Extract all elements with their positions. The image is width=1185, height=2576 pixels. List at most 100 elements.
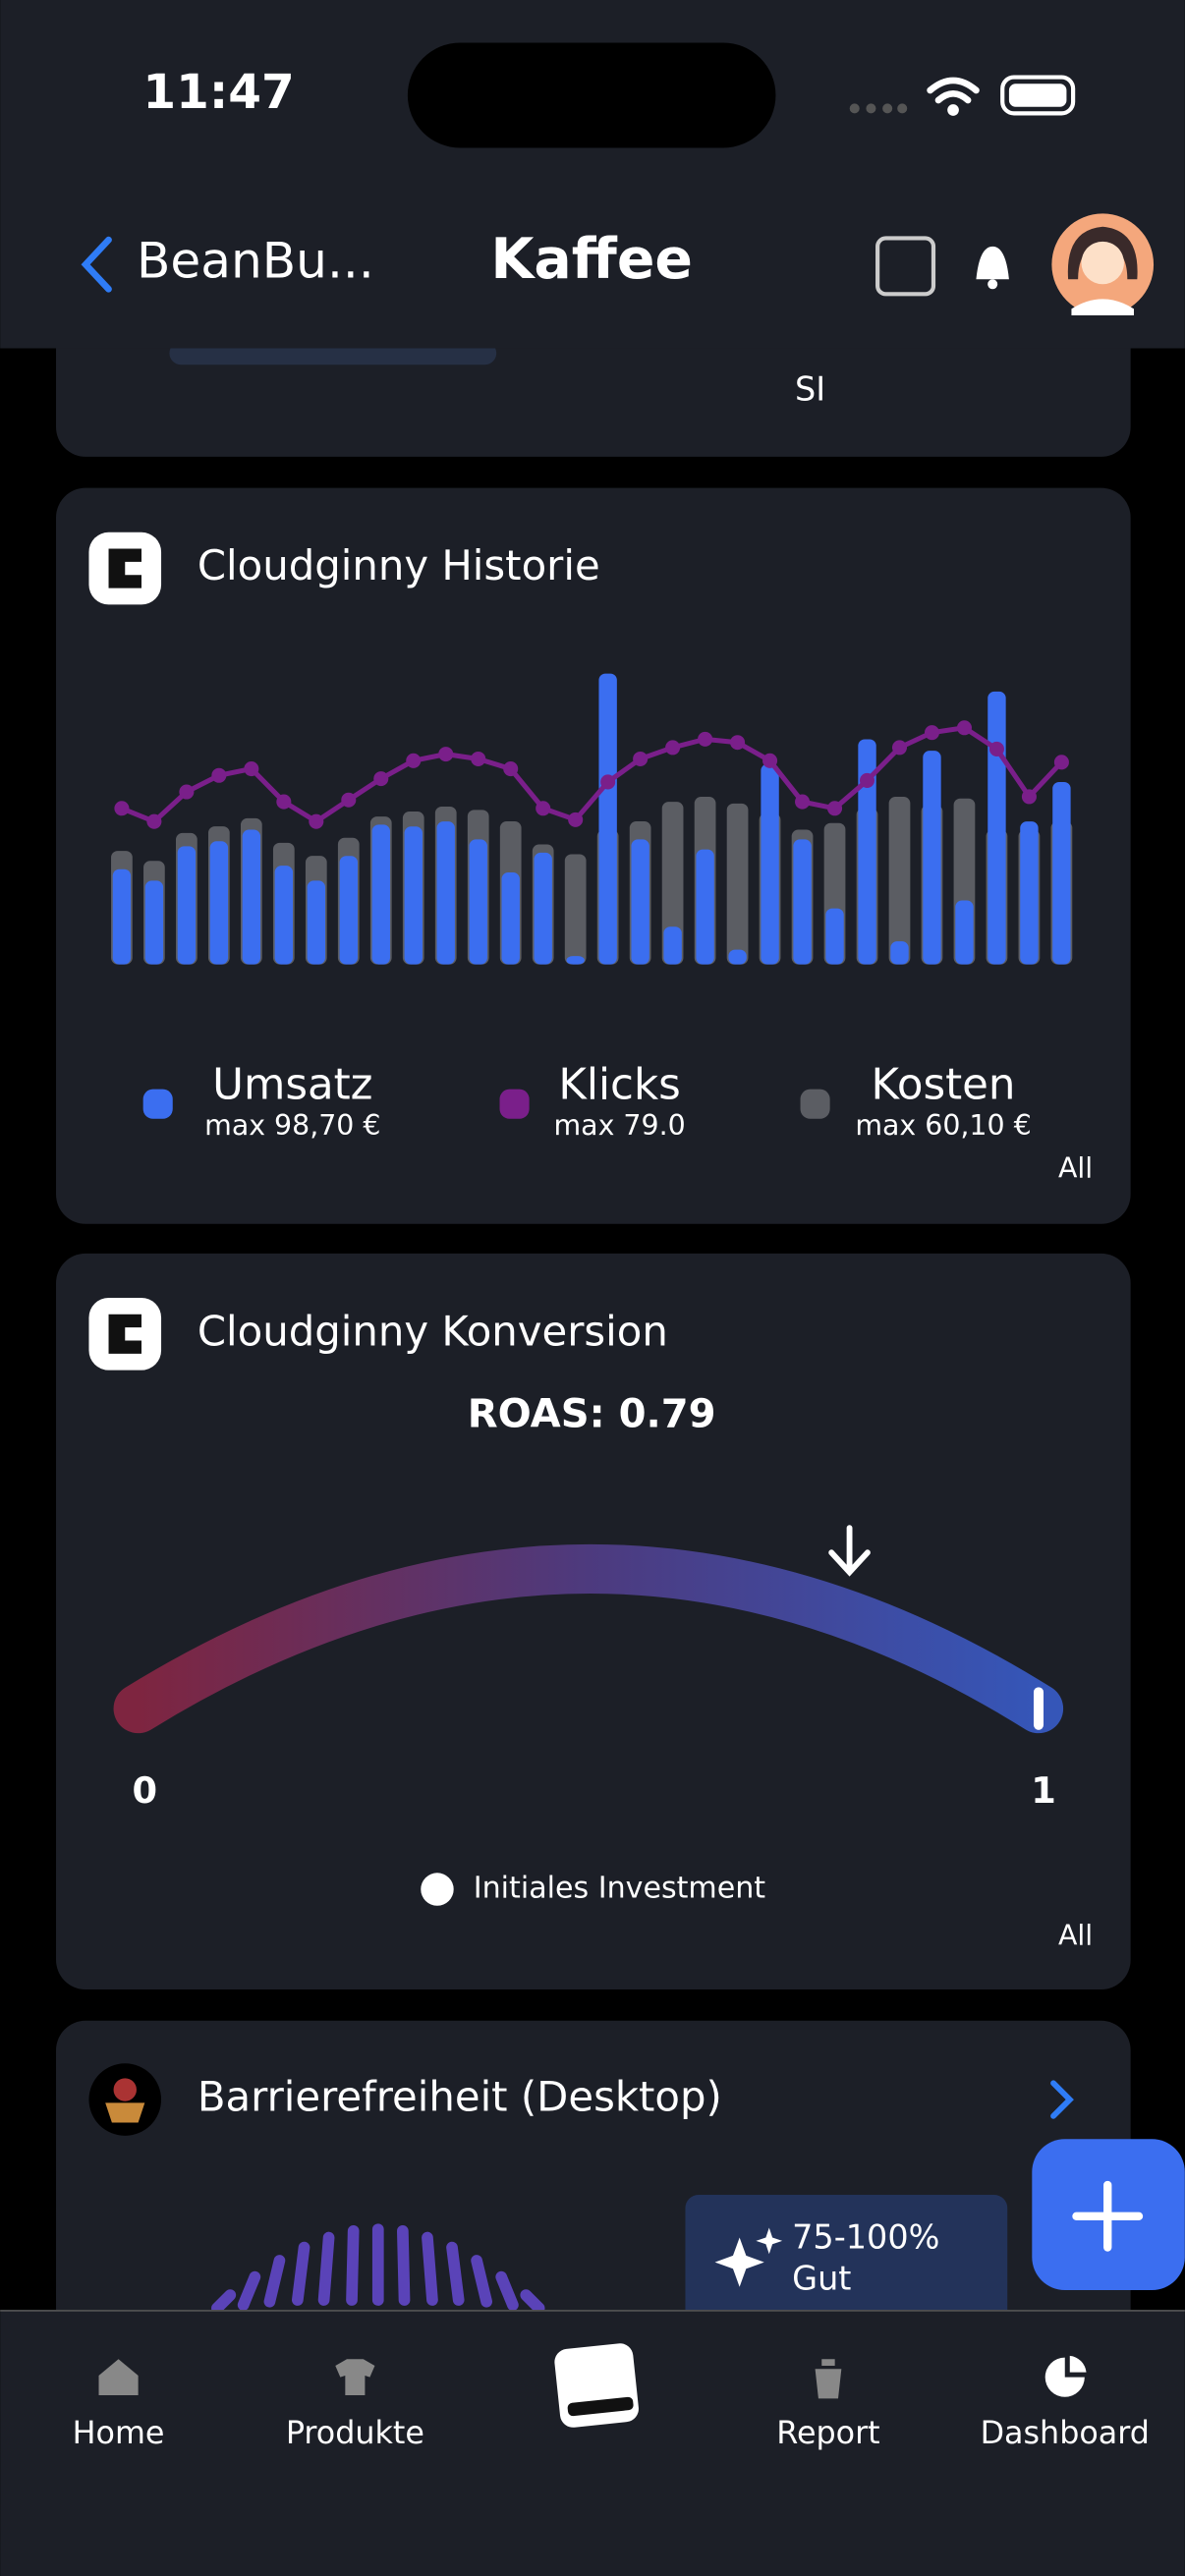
bar	[144, 880, 164, 965]
point	[891, 740, 908, 756]
plus-icon	[1072, 2180, 1144, 2252]
bar	[988, 691, 1006, 965]
bar	[112, 868, 132, 965]
point	[536, 801, 551, 816]
point	[114, 801, 130, 816]
legend-max: max 60,10 €	[855, 1109, 1031, 1142]
center-tab-icon	[567, 2396, 634, 2417]
badge-range: 75-100%	[792, 2218, 939, 2257]
bar	[661, 802, 684, 965]
point	[471, 751, 486, 767]
bar	[469, 839, 487, 965]
card	[56, 1253, 1131, 1990]
badge-rating: Gut	[792, 2260, 851, 2298]
point	[956, 720, 972, 736]
point	[568, 812, 584, 827]
back-chevron[interactable]	[81, 236, 112, 293]
bar	[888, 797, 911, 965]
app-icon	[113, 2078, 137, 2101]
bell-icon	[988, 279, 998, 290]
bar	[923, 751, 941, 965]
wifi-icon	[927, 77, 980, 104]
legend-label: Initiales Investment	[474, 1872, 766, 1906]
point	[211, 767, 227, 783]
sparkle-icon	[714, 2227, 783, 2287]
point	[633, 751, 649, 767]
tab-labels: Home Produkte Report Dashboard	[73, 2416, 1150, 2451]
bar	[825, 908, 844, 965]
status-time: 11:47	[142, 65, 294, 120]
bar	[339, 856, 358, 965]
home-icon[interactable]	[98, 2359, 139, 2396]
legend-name: Umsatz	[212, 1060, 372, 1109]
gauge-value: ROAS: 0.79	[468, 1391, 716, 1436]
point	[373, 771, 389, 787]
dynamic-island	[407, 42, 776, 148]
gauge-arc	[113, 1543, 1064, 1734]
point	[503, 761, 519, 777]
bar	[761, 763, 779, 965]
point	[309, 813, 324, 829]
bar	[177, 846, 197, 965]
legend-swatch	[142, 1089, 173, 1119]
bar	[534, 852, 552, 965]
legend-max: max 98,70 €	[204, 1109, 380, 1142]
bar	[663, 926, 682, 965]
legend-name: Klicks	[558, 1060, 680, 1109]
bar	[1052, 781, 1071, 965]
bar	[564, 854, 587, 965]
bar	[598, 673, 617, 965]
gauge-end-marker	[1033, 1687, 1044, 1730]
shirt-icon[interactable]	[335, 2359, 375, 2396]
bell-icon[interactable]	[976, 246, 1009, 280]
center-tab-icon[interactable]	[553, 2342, 640, 2429]
radial-gauge	[211, 2223, 545, 2315]
gauge-pointer	[828, 1525, 871, 1577]
legend-max: max 79.0	[554, 1109, 686, 1142]
tab-label[interactable]: Report	[776, 2416, 879, 2451]
tab-label[interactable]: Dashboard	[981, 2416, 1150, 2451]
bar	[501, 872, 520, 965]
point	[924, 725, 940, 741]
bar	[566, 956, 585, 965]
point	[827, 801, 843, 816]
bar	[307, 880, 326, 965]
avatar-face	[1081, 241, 1124, 285]
gauge-tick-label: 0	[133, 1769, 158, 1812]
bar	[274, 866, 294, 965]
filter-label[interactable]: All	[1058, 1152, 1093, 1185]
bar	[955, 900, 974, 965]
tab-label[interactable]: Home	[73, 2416, 165, 2451]
point	[859, 772, 875, 788]
bar	[209, 841, 229, 965]
card	[56, 487, 1131, 1224]
dashboard-icon[interactable]	[1044, 2355, 1087, 2397]
bar	[858, 739, 876, 965]
badge	[685, 2195, 1008, 2326]
point	[762, 753, 778, 768]
legend-swatch	[800, 1089, 830, 1119]
wifi-icon	[947, 104, 959, 116]
bar	[793, 839, 812, 965]
nav-title: Kaffee	[490, 227, 693, 292]
filter-label[interactable]: All	[1058, 1920, 1093, 1952]
report-icon[interactable]	[815, 2359, 842, 2399]
legend-swatch	[499, 1089, 530, 1119]
back-label[interactable]: BeanBu...	[137, 232, 374, 290]
point	[438, 747, 454, 762]
book-icon[interactable]	[875, 236, 936, 297]
battery-level	[1008, 84, 1067, 107]
bar	[696, 849, 714, 965]
point	[146, 813, 162, 829]
point	[1021, 789, 1037, 805]
chevron[interactable]	[1050, 2080, 1074, 2119]
point	[244, 761, 259, 777]
gauge-tick-label: 1	[1031, 1769, 1056, 1812]
tab-label[interactable]: Produkte	[286, 2416, 424, 2451]
bar	[371, 824, 390, 965]
bar	[436, 821, 455, 965]
app-icon	[105, 2102, 145, 2123]
